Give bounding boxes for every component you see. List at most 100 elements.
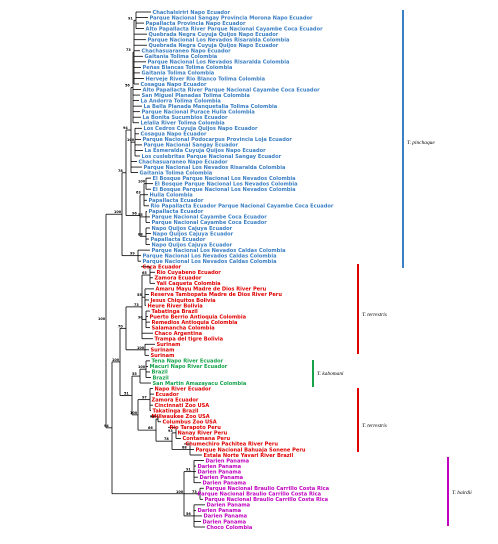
leaf-label: Papallacta Ecuador — [149, 198, 204, 204]
leaf-label: Parque Nacional Los Nevados Risaralda Co… — [148, 60, 290, 66]
leaf-label: Parque Nacional Los Nevados Caldas Colom… — [143, 253, 278, 259]
leaf-label: San Miguel Planadas Tolima Colombia — [142, 93, 251, 99]
leaf-label: Surinam — [151, 348, 175, 354]
leaf-label: Rio Tarapoto Peru — [170, 425, 222, 431]
clade-label-bairdii: T. bairdii — [452, 490, 472, 496]
support-value: 70 — [118, 324, 123, 328]
support-value: 100 — [138, 180, 146, 184]
leaf-label: Nanay River Peru — [178, 431, 228, 437]
leaf-label: Quebrada Negra Cuyuja Quijos Napo Ecuado… — [149, 32, 279, 38]
leaf-label: Ecuador — [156, 392, 180, 398]
support-value: 100 — [114, 210, 122, 214]
support-value: 94 — [123, 126, 128, 130]
leaf-label: Columbus Zoo USA — [163, 420, 217, 426]
leaf-label: Jesus Chiquitos Bolivia — [150, 298, 217, 304]
leaf-label: El Bosque Parque Nacional Los Nevados Co… — [155, 181, 299, 187]
leaf-label: Parque Nacional Podocarpus Provincia Loj… — [143, 137, 293, 143]
clade-label-terrestris-b: T. terrestris — [362, 423, 387, 429]
leaf-label: Amaru Mayu Madre de Dios River Peru — [156, 287, 267, 293]
support-value: 99 — [130, 252, 135, 256]
leaf-label: Parque Nacional Braulio Carrillo Costa R… — [205, 497, 329, 503]
leaf-label: Papallacta Ecuador — [151, 237, 206, 243]
leaf-label: Darien Panama — [198, 508, 242, 514]
leaf-label: Cosagua Napo Ecuador — [141, 82, 208, 88]
clade-label-pinchaque: T. pinchaque — [407, 140, 435, 146]
leaf-label: Parque Nacional Braulio Carrillo Costa R… — [206, 486, 330, 492]
leaf-label: Parque Nacional Purace Huila Colombia — [142, 109, 256, 115]
leaf-label: Trampa del tigre Bolivia — [155, 337, 224, 343]
support-value: 65 — [142, 271, 147, 275]
leaf-label: Surinam — [157, 342, 181, 348]
leaf-label: Cincinnati Zoo USA — [155, 403, 210, 409]
leaf-label: Parque Nacional Los Nevados Caldas Colom… — [152, 248, 287, 254]
leaf-label: Papallacta Provincia Napo Ecuador — [146, 21, 246, 27]
support-value: 97 — [142, 396, 147, 400]
leaf-label: Brazil — [152, 370, 169, 376]
leaf-label: Napo Quijos Cajuya Ecuador — [152, 242, 233, 248]
leaf-label: Gaitania Tolima Colombia — [140, 170, 213, 176]
leaf-label: Parque Nacional Cayambe Coca Ecuador — [152, 220, 268, 226]
leaf-label: Parque Nacional Los Nevados Risaralda Co… — [144, 165, 286, 171]
leaf-label: Peñas Blancas Tolima Colombia — [143, 65, 234, 71]
leaf-label: Napo Quijos Cajuya Ecuador — [153, 231, 234, 237]
support-value: 66 — [148, 426, 153, 430]
leaf-label: Chachasuaraneo Napo Ecuador — [139, 159, 229, 165]
leaf-label: Alto Papallacta River Parque Nacional Ca… — [143, 87, 321, 93]
leaf-label: La Bonita Sucumbios Ecuador — [143, 115, 229, 121]
leaf-label: Napo Quijos Cajuya Ecuador — [152, 226, 233, 232]
leaf-label: Darien Panama — [200, 475, 244, 481]
support-value: 55 — [138, 213, 143, 217]
support-value: 76 — [150, 415, 155, 419]
support-value: 100 — [176, 490, 184, 494]
leaf-label: El Bosque Parque Nacional Los Nevados Co… — [153, 187, 297, 193]
support-value: 94 — [104, 424, 109, 428]
leaf-label: Parque Nacional Sangay Ecuador — [144, 143, 239, 149]
leaf-label: Macuri Napo River Ecuador — [150, 364, 228, 370]
leaf-label: Salamancha Colombia — [152, 325, 216, 331]
support-value: 100 — [138, 365, 146, 369]
leaf-label: Herveje River Rio Blanco Tolima Colombia — [146, 76, 266, 82]
leaf-label: Reserva Tambopata Madre de Dios River Pe… — [151, 292, 283, 298]
support-value: 100 — [127, 138, 135, 142]
support-value: 56 — [186, 512, 191, 516]
leaf-label: Darien Panama — [204, 514, 248, 520]
leaf-label: Yali Caqueta Colombia — [156, 281, 222, 287]
leaf-label: Chachasuaraneo Napo Ecuador — [142, 49, 232, 55]
leaf-label: Zamora Ecuador — [152, 397, 199, 403]
support-value: 93 — [168, 429, 173, 433]
leaf-label: Parque Nacional Braulio Carrillo Costa R… — [198, 492, 322, 498]
leaf-label: Parque Nacional Sangay Provincia Morona … — [150, 15, 314, 21]
leaf-label: El Bosque Parque Nacional Los Nevados Co… — [153, 176, 297, 182]
support-value: 91 — [186, 468, 191, 472]
leaf-label: Brazil — [153, 375, 170, 381]
support-value: 55 — [137, 293, 142, 297]
support-value: 96 — [132, 212, 137, 216]
leaf-label: Choco Colombia — [207, 525, 253, 531]
support-value: 100 — [98, 317, 106, 321]
support-value: 73 — [192, 490, 197, 494]
support-value: 90 — [138, 315, 143, 319]
support-value: 78 — [164, 437, 169, 441]
leaf-label: Darien Panama — [207, 503, 251, 509]
leaf-label: Zamora Ecuador — [155, 276, 202, 282]
support-value: 73 — [134, 303, 139, 307]
leaf-label: Papallacta Ecuador — [149, 209, 204, 215]
leaf-label: Remedios Antioquia Colombia — [152, 320, 238, 326]
clade-label-kabomani: T. kabomani — [317, 371, 344, 377]
support-value: 55 — [132, 372, 137, 376]
support-values: 91 73 56 100 94 100 63 55 88 96 78 99 100 65 55 90 73 100… — [98, 16, 197, 516]
leaf-label: Darien Panama — [203, 519, 247, 525]
leaf-label: San Martin Amazayacu Colombia — [153, 381, 247, 387]
leaf-label: Tena Napo River Ecuador — [152, 359, 224, 365]
leaf-label: La Bella Planada Manquetalia Tolima Colo… — [144, 104, 278, 110]
leaf-label: Darien Panama — [206, 458, 250, 464]
leaf-label: Estala Norte Yavari River Brazil — [204, 453, 294, 459]
leaf-label: Cosagua Napo Ecuador — [141, 132, 208, 138]
support-value: 88 — [138, 232, 143, 236]
support-value: 73 — [126, 48, 131, 52]
support-value: 56 — [125, 83, 130, 87]
leaf-label: Parque Nacional Cayambe Coca Ecuador — [152, 215, 268, 221]
leaf-label: Takatinga Brazil — [153, 409, 199, 415]
clade-label-terrestris-a: T. terrestris — [362, 312, 387, 318]
